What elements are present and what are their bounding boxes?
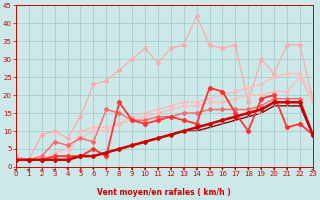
X-axis label: Vent moyen/en rafales ( km/h ): Vent moyen/en rafales ( km/h ) bbox=[98, 188, 231, 197]
